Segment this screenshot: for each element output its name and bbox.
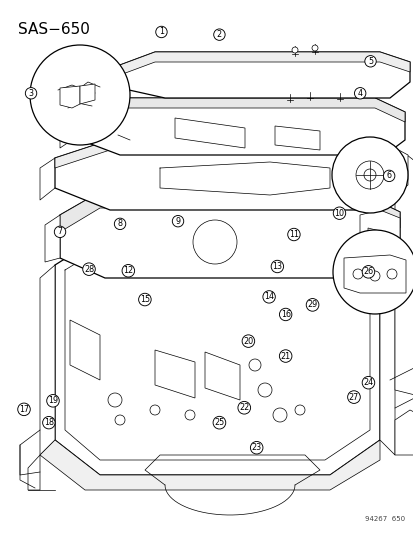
Circle shape xyxy=(185,410,195,420)
Text: 1: 1 xyxy=(159,28,164,36)
Text: 4: 4 xyxy=(357,89,362,98)
Circle shape xyxy=(294,405,304,415)
Text: 7: 7 xyxy=(57,228,62,236)
Text: 8: 8 xyxy=(117,220,122,228)
Polygon shape xyxy=(379,155,413,278)
Polygon shape xyxy=(369,148,407,195)
Text: 94267  650: 94267 650 xyxy=(364,516,404,522)
Text: 29: 29 xyxy=(307,301,317,309)
Polygon shape xyxy=(379,265,394,455)
Circle shape xyxy=(257,383,271,397)
Polygon shape xyxy=(40,440,379,490)
Circle shape xyxy=(150,405,159,415)
Polygon shape xyxy=(28,455,40,490)
Circle shape xyxy=(115,415,125,425)
Circle shape xyxy=(363,169,375,181)
Text: 19: 19 xyxy=(48,397,58,405)
Circle shape xyxy=(311,45,317,51)
Polygon shape xyxy=(55,140,404,210)
Circle shape xyxy=(272,408,286,422)
Text: SAS−650: SAS−650 xyxy=(18,22,90,37)
Text: 13: 13 xyxy=(272,262,282,271)
Text: 25: 25 xyxy=(214,418,224,427)
Text: 9: 9 xyxy=(175,217,180,225)
Text: 16: 16 xyxy=(280,310,290,319)
Circle shape xyxy=(108,393,122,407)
Circle shape xyxy=(331,137,407,213)
Polygon shape xyxy=(343,255,405,293)
Polygon shape xyxy=(367,228,391,258)
Polygon shape xyxy=(120,52,409,75)
Circle shape xyxy=(291,47,297,53)
Polygon shape xyxy=(359,210,399,268)
Text: 26: 26 xyxy=(363,268,373,276)
Polygon shape xyxy=(55,240,379,475)
Polygon shape xyxy=(204,352,240,400)
Polygon shape xyxy=(154,350,195,398)
Polygon shape xyxy=(75,98,404,122)
Text: 12: 12 xyxy=(123,266,133,275)
Text: 28: 28 xyxy=(84,265,94,273)
Polygon shape xyxy=(80,84,95,104)
Text: 5: 5 xyxy=(367,57,372,66)
Text: 6: 6 xyxy=(386,172,391,180)
Text: 3: 3 xyxy=(28,89,33,98)
Polygon shape xyxy=(175,118,244,148)
Text: 15: 15 xyxy=(140,295,150,304)
Text: 17: 17 xyxy=(19,405,29,414)
Text: 23: 23 xyxy=(251,443,261,452)
Polygon shape xyxy=(45,215,60,262)
Text: 10: 10 xyxy=(334,209,344,217)
Polygon shape xyxy=(60,192,399,232)
Polygon shape xyxy=(40,265,55,455)
Circle shape xyxy=(248,359,260,371)
Circle shape xyxy=(352,269,362,279)
Polygon shape xyxy=(60,86,80,108)
Polygon shape xyxy=(120,52,409,98)
Circle shape xyxy=(192,220,236,264)
Circle shape xyxy=(355,161,383,189)
Text: 27: 27 xyxy=(348,393,358,401)
Polygon shape xyxy=(389,268,413,395)
Circle shape xyxy=(30,45,130,145)
Polygon shape xyxy=(274,126,319,150)
Polygon shape xyxy=(60,192,399,278)
Text: 22: 22 xyxy=(239,403,249,412)
Text: 24: 24 xyxy=(363,378,373,387)
Text: 20: 20 xyxy=(243,337,253,345)
Text: 2: 2 xyxy=(216,30,221,39)
Polygon shape xyxy=(70,320,100,380)
Circle shape xyxy=(332,230,413,314)
Text: 14: 14 xyxy=(263,293,273,301)
Polygon shape xyxy=(55,140,404,168)
Polygon shape xyxy=(394,410,413,455)
Text: 21: 21 xyxy=(280,352,290,360)
Text: 18: 18 xyxy=(44,418,54,427)
Text: 11: 11 xyxy=(288,230,298,239)
Polygon shape xyxy=(75,98,404,155)
Circle shape xyxy=(386,269,396,279)
Circle shape xyxy=(369,271,379,281)
